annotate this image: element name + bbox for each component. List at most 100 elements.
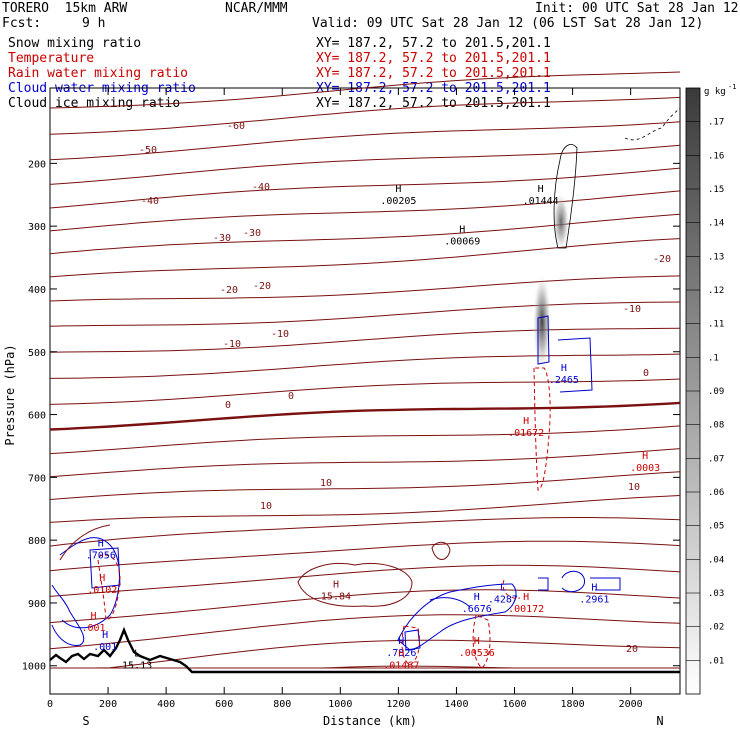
isotherm-label: -50: [139, 145, 157, 156]
isotherm-line: [49, 238, 681, 278]
valid-label: Valid: 09 UTC Sat 28 Jan 12 (06 LST Sat …: [312, 16, 704, 31]
colorbar-tick-label: .15: [708, 185, 724, 195]
maximum-kind: H: [398, 649, 404, 660]
maximum-value: .00069: [444, 237, 480, 248]
isotherm-line: [49, 564, 681, 597]
colorbar-tick-label: .07: [708, 454, 724, 464]
axes: 0 200 400 600 800 1000 1200 1400 1600 1800 2000200…: [22, 88, 680, 710]
fcst-label: Fcst:: [2, 16, 42, 31]
x-tick-label: 1200: [386, 699, 410, 710]
colorbar-tick-label: .02: [708, 623, 724, 633]
colorbar-tick-label: .09: [708, 387, 724, 397]
maximum-kind: H: [333, 580, 339, 591]
isotherm-label: 10: [320, 478, 332, 489]
isotherm-line: [49, 121, 681, 161]
y-axis-title: Pressure (hPa): [3, 344, 17, 445]
maximum-value: .01467: [383, 661, 419, 672]
legend-snow: Snow mixing ratio: [8, 36, 142, 51]
colorbar-tick-label: .04: [708, 555, 724, 565]
isotherm-line: [49, 614, 681, 650]
isotherm-line: [49, 471, 681, 500]
isotherm-line: [49, 71, 681, 109]
isotherm-line: [50, 639, 681, 669]
colorbar-tick-label: .14: [708, 219, 724, 229]
maximum-kind: H: [591, 583, 597, 594]
moist-pocket-contours: [59, 524, 451, 607]
x-tick-label: 0: [47, 699, 53, 710]
x-tick-label: 1400: [444, 699, 468, 710]
maximum-value: .0102: [87, 585, 117, 596]
isotherm-label: 0: [288, 391, 294, 402]
isotherm-line: [49, 353, 681, 379]
legend-temperature: Temperature: [8, 51, 95, 66]
y-tick-label: 400: [28, 285, 46, 296]
fcst-value: 9 h: [82, 16, 106, 31]
xy-temperature: XY= 187.2, 57.2 to 201.5,201.1: [316, 51, 551, 66]
x-tick-label: 200: [99, 699, 117, 710]
y-tick-label: 200: [28, 159, 46, 170]
maximum-kind: H: [99, 573, 105, 584]
y-tick-label: 700: [28, 473, 46, 484]
temperature-isotherms: -60 -50 -40 -40 -30 -30 -20 -20 -20 -10 -10 -10 0 0 0 1…: [49, 71, 681, 669]
snow-contour-dashed: [624, 107, 681, 141]
maximum-value: .001: [82, 623, 106, 634]
xy-snow: XY= 187.2, 57.2 to 201.5,201.1: [316, 36, 551, 51]
isotherm-line: [49, 378, 681, 405]
x-axis-title: Distance (km): [323, 714, 417, 728]
colorbar-tick-label: .1: [708, 353, 719, 363]
maximum-kind: L: [134, 649, 140, 660]
maximum-value: .4287: [488, 595, 518, 606]
maximum-value: .001: [93, 642, 117, 653]
y-tick-label: 600: [28, 411, 46, 422]
x-tick-label: 800: [273, 699, 291, 710]
maximum-value: .6676: [462, 604, 492, 615]
isotherm-label: -10: [271, 329, 289, 340]
maximum-value: .01672: [508, 428, 544, 439]
isotherm-label: 20: [626, 644, 638, 655]
isotherm-line: [49, 495, 681, 523]
maximum-kind: H: [523, 416, 529, 427]
maximum-value: .00205: [380, 196, 416, 207]
isotherm-line: [49, 425, 681, 455]
colorbar-tick-label: .13: [708, 252, 724, 262]
maximum-kind: H: [459, 225, 465, 236]
init-label: Init: 00 UTC Sat 28 Jan 12: [535, 1, 739, 16]
y-tick-label: 300: [28, 222, 46, 233]
isotherm-line: [49, 96, 681, 135]
y-tick-label: 800: [28, 536, 46, 547]
maximum-value: 15.13: [122, 661, 152, 672]
colorbar-tick-label: .06: [708, 488, 724, 498]
isotherm-label: 0: [225, 400, 231, 411]
snow-contour-upper: [553, 144, 578, 249]
maximum-value: .00172: [508, 604, 544, 615]
x-tick-label: 2000: [619, 699, 643, 710]
y-tick-label: 500: [28, 348, 46, 359]
maximum-kind: H: [538, 184, 544, 195]
y-tick-label: 1000: [22, 662, 46, 673]
colorbar-tick-label: .03: [708, 589, 724, 599]
maximum-kind: H: [102, 630, 108, 641]
maximum-kind: H: [474, 592, 480, 603]
isotherm-line: [49, 144, 681, 185]
isotherm-label: -40: [252, 182, 270, 193]
isotherm-line: [49, 213, 681, 255]
isotherm-line: [49, 401, 681, 431]
x-right-endpoint: N: [656, 714, 663, 728]
maximum-kind: H: [398, 636, 404, 647]
isotherm-label: -30: [243, 228, 261, 239]
x-tick-label: 600: [215, 699, 233, 710]
maximum-value: .2961: [579, 595, 609, 606]
maximum-kind: H: [91, 611, 97, 622]
colorbar-tick-label: .01: [708, 656, 724, 666]
isotherm-label: -60: [227, 121, 245, 132]
org-label: NCAR/MMM: [225, 1, 288, 16]
colorbar: g kg -1 .01 .02 .03 .04 .05 .06 .07 .08 .09 .1 .11…: [685, 83, 736, 695]
isotherm-label: -20: [653, 254, 671, 265]
maximum-kind: H: [642, 451, 648, 462]
colorbar-unit: g kg: [704, 87, 726, 97]
x-tick-label: 1600: [502, 699, 526, 710]
y-tick-label: 900: [28, 599, 46, 610]
isotherm-label: -30: [213, 233, 231, 244]
model-title: TORERO 15km ARW: [2, 1, 128, 16]
xy-rain: XY= 187.2, 57.2 to 201.5,201.1: [316, 66, 551, 81]
